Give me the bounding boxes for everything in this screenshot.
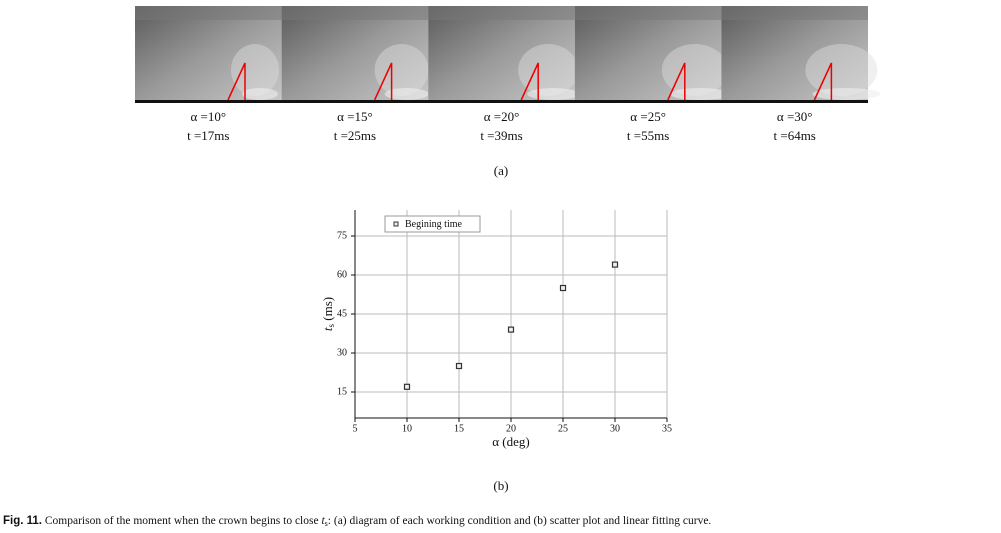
data-point — [403, 383, 411, 390]
x-tick-label: 10 — [402, 423, 412, 434]
photo-band — [721, 6, 868, 20]
splash — [374, 44, 429, 96]
y-tick-label: 60 — [337, 269, 347, 280]
data-point — [507, 326, 515, 333]
legend-marker — [393, 221, 399, 227]
panel-label: (a) — [494, 163, 508, 178]
x-axis-label: α (deg) — [492, 434, 530, 449]
x-tick-label: 35 — [662, 423, 672, 434]
photo — [574, 6, 722, 101]
crown — [384, 88, 429, 100]
photo-band — [135, 6, 282, 20]
crown — [812, 88, 881, 100]
data-point — [559, 284, 567, 292]
condition-label: α =30° — [777, 109, 813, 124]
splash — [661, 44, 728, 96]
x-tick-label: 30 — [610, 423, 620, 434]
legend-box — [384, 215, 481, 233]
photo — [281, 6, 429, 101]
caption-sub: s — [325, 519, 328, 528]
y-tick-label: 45 — [337, 308, 347, 319]
condition-label: α =15° — [337, 109, 373, 124]
splash — [231, 44, 279, 96]
wedge — [520, 62, 539, 101]
time-label: t =55ms — [627, 128, 669, 143]
panel-label: (b) — [493, 478, 508, 493]
wedge — [813, 62, 833, 101]
crown — [242, 88, 278, 100]
wedge — [373, 62, 393, 101]
crown — [669, 88, 730, 100]
splash — [518, 44, 579, 96]
crown — [527, 88, 580, 100]
scatter-plot: 15 30 45 60 75 5 10 15 20 25 30 35 α (deg) ts (ms) Beg… — [320, 210, 672, 449]
time-label: t =17ms — [187, 128, 229, 143]
condition-label: α =25° — [630, 109, 666, 124]
caption-text: Comparison of the moment when the crown … — [42, 515, 321, 527]
x-tick-label: 5 — [353, 423, 358, 434]
legend-label: Begining time — [405, 219, 463, 230]
caption: Fig. 11. Comparison of the moment when t… — [3, 515, 711, 528]
wedge — [227, 62, 246, 101]
y-tick-label: 75 — [337, 230, 347, 241]
photo-band — [574, 6, 722, 20]
caption-fig: Fig. 11. — [3, 515, 42, 527]
photo — [721, 6, 868, 101]
x-tick-label: 20 — [506, 423, 516, 434]
caption-text: : (a) diagram of each working condition … — [328, 515, 712, 527]
time-label: t =64ms — [774, 128, 816, 143]
x-tick-label: 25 — [558, 423, 568, 434]
y-axis-unit: (ms) — [320, 297, 335, 324]
y-axis-sub: s — [326, 323, 336, 327]
wedge — [667, 62, 686, 101]
y-tick-label: 30 — [337, 347, 347, 358]
y-axis-symbol: t — [320, 327, 335, 331]
condition-label: α =10° — [191, 109, 227, 124]
time-label: t =25ms — [334, 128, 376, 143]
x-tick-label: 15 — [454, 423, 464, 434]
data-point — [455, 362, 463, 370]
photo — [135, 6, 282, 101]
baseline — [135, 100, 868, 103]
y-tick-label: 15 — [337, 386, 347, 397]
photo-band — [281, 6, 429, 20]
time-label: t =39ms — [480, 128, 522, 143]
data-point — [611, 261, 619, 268]
photo-band — [428, 6, 575, 20]
photo — [428, 6, 575, 101]
y-axis-label: ts (ms) — [320, 297, 336, 331]
splash — [805, 44, 878, 96]
condition-label: α =20° — [484, 109, 520, 124]
photo-strip: α =10° t =17ms α =15° t =25ms α =20° t =39ms α… — [135, 6, 881, 143]
caption-symbol: t — [321, 515, 325, 527]
